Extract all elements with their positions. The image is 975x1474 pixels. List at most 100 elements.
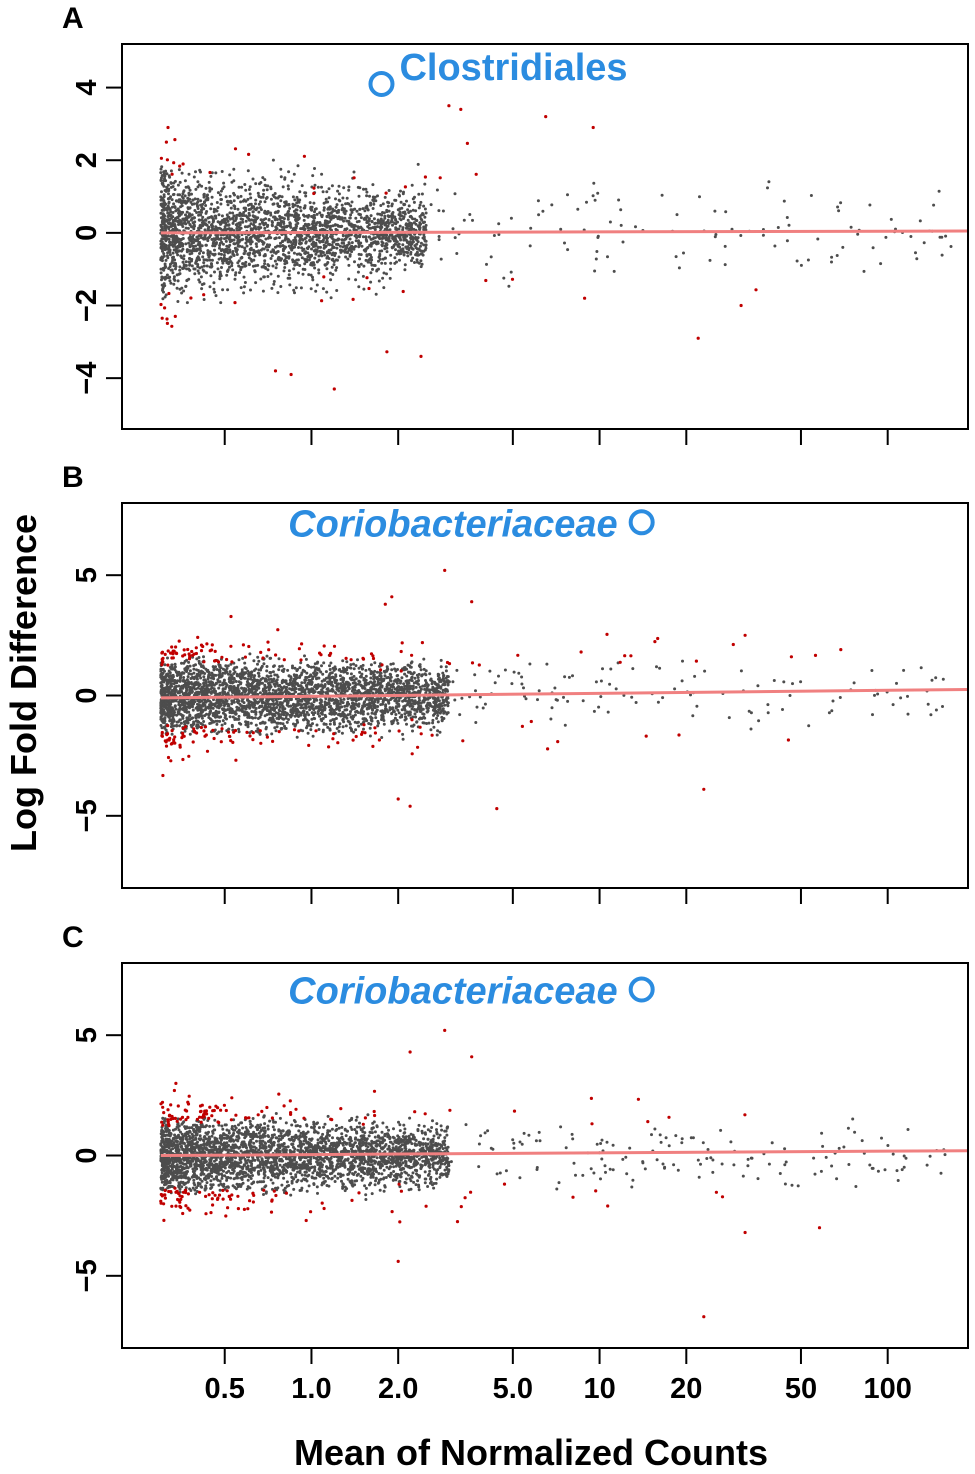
point	[324, 224, 328, 228]
significant-point	[419, 354, 423, 358]
point	[274, 236, 278, 240]
point	[415, 250, 419, 254]
point	[245, 244, 249, 248]
point	[319, 700, 323, 704]
point	[369, 718, 373, 722]
significant-point	[170, 172, 174, 176]
point	[419, 265, 423, 269]
point	[835, 254, 839, 257]
panels-group: AClostridiales−4−2024BCoriobacteriaceae−…	[62, 2, 969, 1405]
point	[303, 191, 307, 195]
point	[347, 220, 351, 224]
point	[254, 242, 258, 246]
point	[235, 235, 239, 239]
point	[269, 272, 273, 276]
point	[416, 162, 420, 166]
point	[276, 274, 280, 278]
point	[228, 200, 232, 204]
point	[785, 239, 789, 243]
point	[364, 258, 368, 262]
point	[356, 658, 359, 662]
point	[384, 242, 388, 246]
point	[674, 255, 678, 259]
point	[213, 270, 216, 274]
point	[281, 239, 285, 243]
point	[305, 726, 308, 730]
point	[293, 291, 296, 295]
point	[836, 205, 840, 209]
point	[321, 251, 325, 254]
point	[237, 264, 241, 268]
point	[191, 708, 195, 712]
point	[325, 256, 329, 260]
point	[606, 255, 609, 259]
point	[392, 239, 396, 243]
point	[206, 239, 210, 243]
point	[175, 251, 179, 254]
point	[404, 245, 408, 249]
point	[287, 170, 291, 174]
point	[346, 257, 350, 261]
point	[242, 285, 246, 289]
point	[249, 207, 252, 211]
point	[271, 264, 275, 268]
point	[265, 225, 269, 228]
point	[201, 222, 205, 225]
point	[216, 191, 220, 195]
point	[204, 198, 208, 202]
point	[383, 216, 387, 220]
point	[202, 195, 206, 199]
point	[357, 724, 361, 728]
point	[280, 664, 284, 668]
point	[251, 177, 255, 181]
significant-point	[233, 301, 237, 305]
point	[171, 244, 175, 248]
point	[168, 265, 172, 269]
point	[214, 294, 218, 298]
significant-point	[163, 306, 167, 310]
point	[347, 277, 351, 281]
point	[422, 712, 426, 716]
point	[315, 723, 319, 727]
point	[247, 262, 251, 266]
point	[210, 262, 213, 266]
plot-frame	[121, 43, 969, 430]
point	[270, 286, 274, 290]
point	[299, 706, 303, 710]
point	[292, 203, 296, 207]
point	[166, 251, 170, 255]
point	[196, 197, 200, 201]
point	[231, 250, 235, 253]
significant-point	[165, 317, 169, 321]
point	[194, 239, 198, 243]
point	[296, 221, 300, 225]
point	[339, 250, 343, 254]
point	[419, 241, 423, 245]
point	[236, 196, 240, 200]
point	[390, 202, 394, 206]
point	[937, 189, 941, 193]
significant-point	[233, 147, 238, 151]
point	[241, 220, 245, 224]
point	[909, 235, 913, 238]
point	[301, 272, 305, 276]
point	[171, 261, 174, 265]
point	[421, 236, 425, 240]
point	[713, 209, 717, 213]
point	[352, 226, 356, 230]
point	[395, 240, 399, 244]
point	[497, 222, 501, 226]
point	[367, 217, 371, 221]
point	[830, 255, 834, 259]
point	[356, 270, 360, 274]
point	[175, 239, 179, 243]
point	[169, 225, 173, 228]
point	[242, 252, 246, 256]
point	[239, 256, 243, 260]
point	[608, 220, 612, 224]
point	[167, 201, 171, 205]
point	[536, 199, 540, 203]
point	[257, 210, 261, 214]
point	[255, 245, 259, 248]
